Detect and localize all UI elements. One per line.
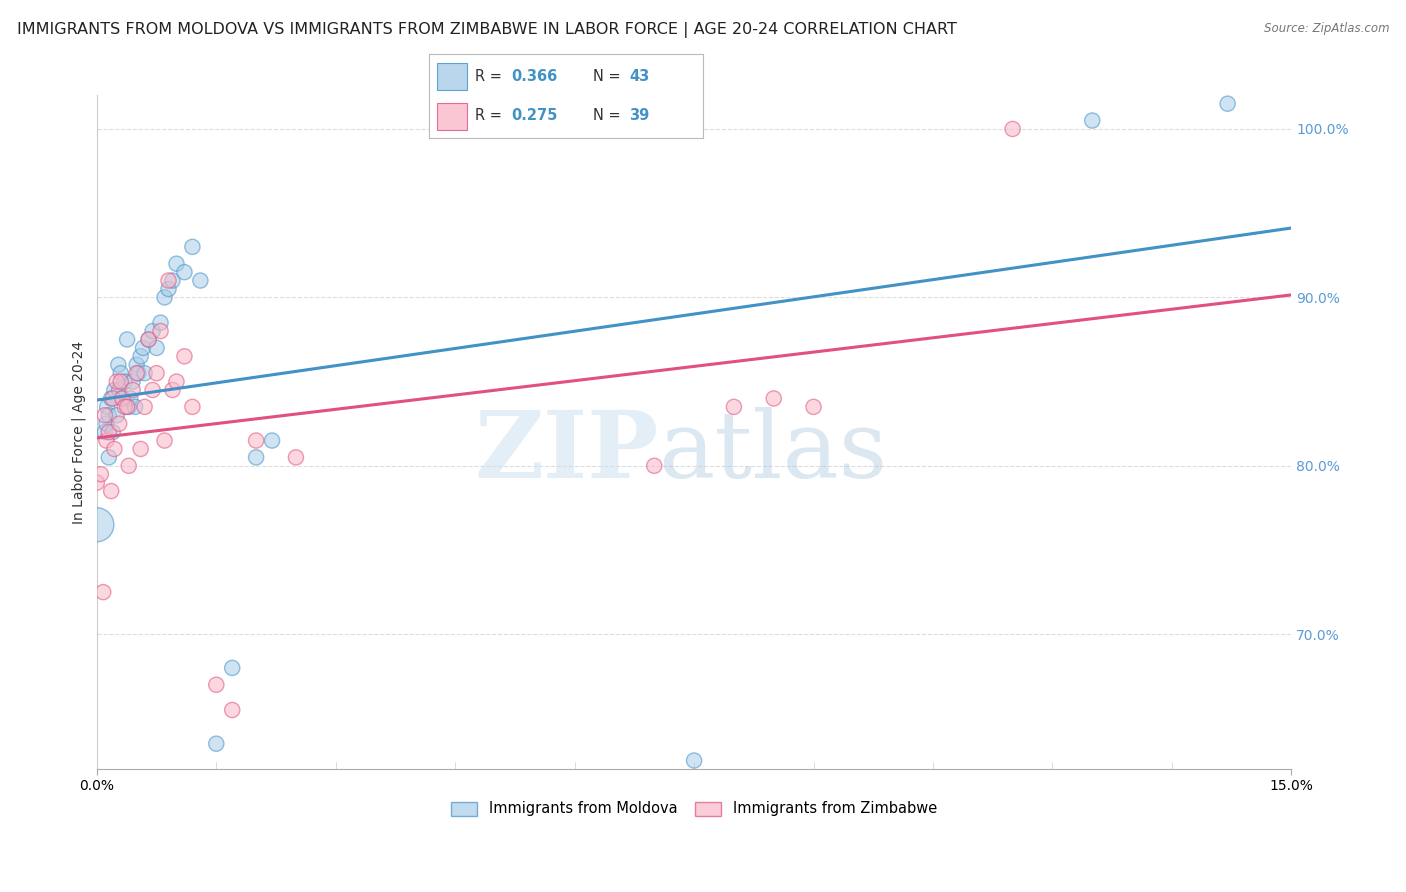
Point (145, 341, 167, 355)
FancyBboxPatch shape (437, 62, 467, 90)
Point (115, 333, 138, 347)
Point (96, 400, 118, 414)
Point (1081, 113, 1104, 128)
Point (108, 417, 131, 431)
Point (205, 678, 228, 692)
Point (114, 375, 136, 389)
Point (103, 383, 125, 397)
Point (129, 349, 152, 363)
Point (181, 240, 204, 254)
Point (142, 383, 165, 397)
Point (100, 484, 122, 499)
Point (108, 383, 131, 397)
Point (138, 333, 160, 347)
Point (118, 458, 141, 473)
Point (120, 392, 142, 406)
Point (134, 366, 156, 380)
Point (101, 425, 124, 439)
Y-axis label: In Labor Force | Age 20-24: In Labor Force | Age 20-24 (72, 341, 86, 524)
Point (157, 282, 180, 296)
Point (94, 409, 117, 423)
Point (134, 400, 156, 414)
Point (723, 400, 745, 414)
Point (260, 434, 283, 448)
Point (96, 417, 118, 431)
Point (245, 450, 267, 465)
Point (162, 383, 184, 397)
Point (221, 703, 243, 717)
Point (86, 475, 108, 490)
Point (803, 400, 825, 414)
Point (173, 349, 195, 363)
Point (173, 265, 195, 279)
Point (103, 442, 125, 456)
Legend: Immigrants from Moldova, Immigrants from Zimbabwe: Immigrants from Moldova, Immigrants from… (446, 796, 943, 822)
Point (153, 290, 176, 304)
Point (111, 392, 134, 406)
Point (90, 467, 112, 482)
Point (105, 375, 128, 389)
FancyBboxPatch shape (437, 103, 467, 130)
Point (97, 409, 120, 423)
Point (166, 257, 188, 271)
Text: ZIP: ZIP (474, 408, 658, 498)
Point (1216, 96, 1239, 111)
Point (129, 442, 152, 456)
Point (105, 409, 128, 423)
Point (114, 400, 136, 414)
Text: N =: N = (593, 108, 626, 123)
Text: Source: ZipAtlas.com: Source: ZipAtlas.com (1264, 22, 1389, 36)
Point (124, 400, 146, 414)
Point (162, 274, 184, 288)
Point (121, 383, 143, 397)
Point (132, 341, 155, 355)
Point (94, 425, 117, 439)
Point (762, 392, 785, 406)
Point (125, 366, 148, 380)
Point (181, 400, 204, 414)
Point (110, 375, 132, 389)
Point (121, 375, 143, 389)
Point (205, 737, 228, 751)
Point (643, 458, 665, 473)
Point (127, 366, 149, 380)
Point (138, 333, 160, 347)
Text: R =: R = (475, 69, 508, 84)
Point (190, 274, 212, 288)
Text: 0.366: 0.366 (512, 69, 557, 84)
Point (125, 358, 148, 372)
Text: IMMIGRANTS FROM MOLDOVA VS IMMIGRANTS FROM ZIMBABWE IN LABOR FORCE | AGE 20-24 C: IMMIGRANTS FROM MOLDOVA VS IMMIGRANTS FR… (17, 22, 956, 38)
Point (142, 324, 165, 338)
Point (97, 450, 120, 465)
Point (101, 392, 124, 406)
Point (683, 754, 706, 768)
Point (96, 434, 118, 448)
Point (1001, 122, 1024, 136)
Point (97, 425, 120, 439)
Text: 0.275: 0.275 (512, 108, 557, 123)
Point (110, 366, 132, 380)
Text: 39: 39 (628, 108, 650, 123)
Text: 43: 43 (628, 69, 650, 84)
Point (166, 375, 188, 389)
Point (145, 366, 167, 380)
Text: atlas: atlas (658, 408, 887, 498)
Point (284, 450, 307, 465)
Point (107, 358, 129, 372)
Point (111, 392, 134, 406)
Point (115, 400, 138, 414)
Point (153, 434, 176, 448)
Point (245, 434, 267, 448)
Point (221, 661, 243, 675)
Point (157, 274, 180, 288)
Point (118, 400, 141, 414)
Point (100, 392, 122, 406)
Point (149, 324, 172, 338)
Text: R =: R = (475, 108, 508, 123)
Point (91, 585, 114, 599)
Text: N =: N = (593, 69, 626, 84)
Point (86, 517, 108, 532)
Point (149, 316, 172, 330)
